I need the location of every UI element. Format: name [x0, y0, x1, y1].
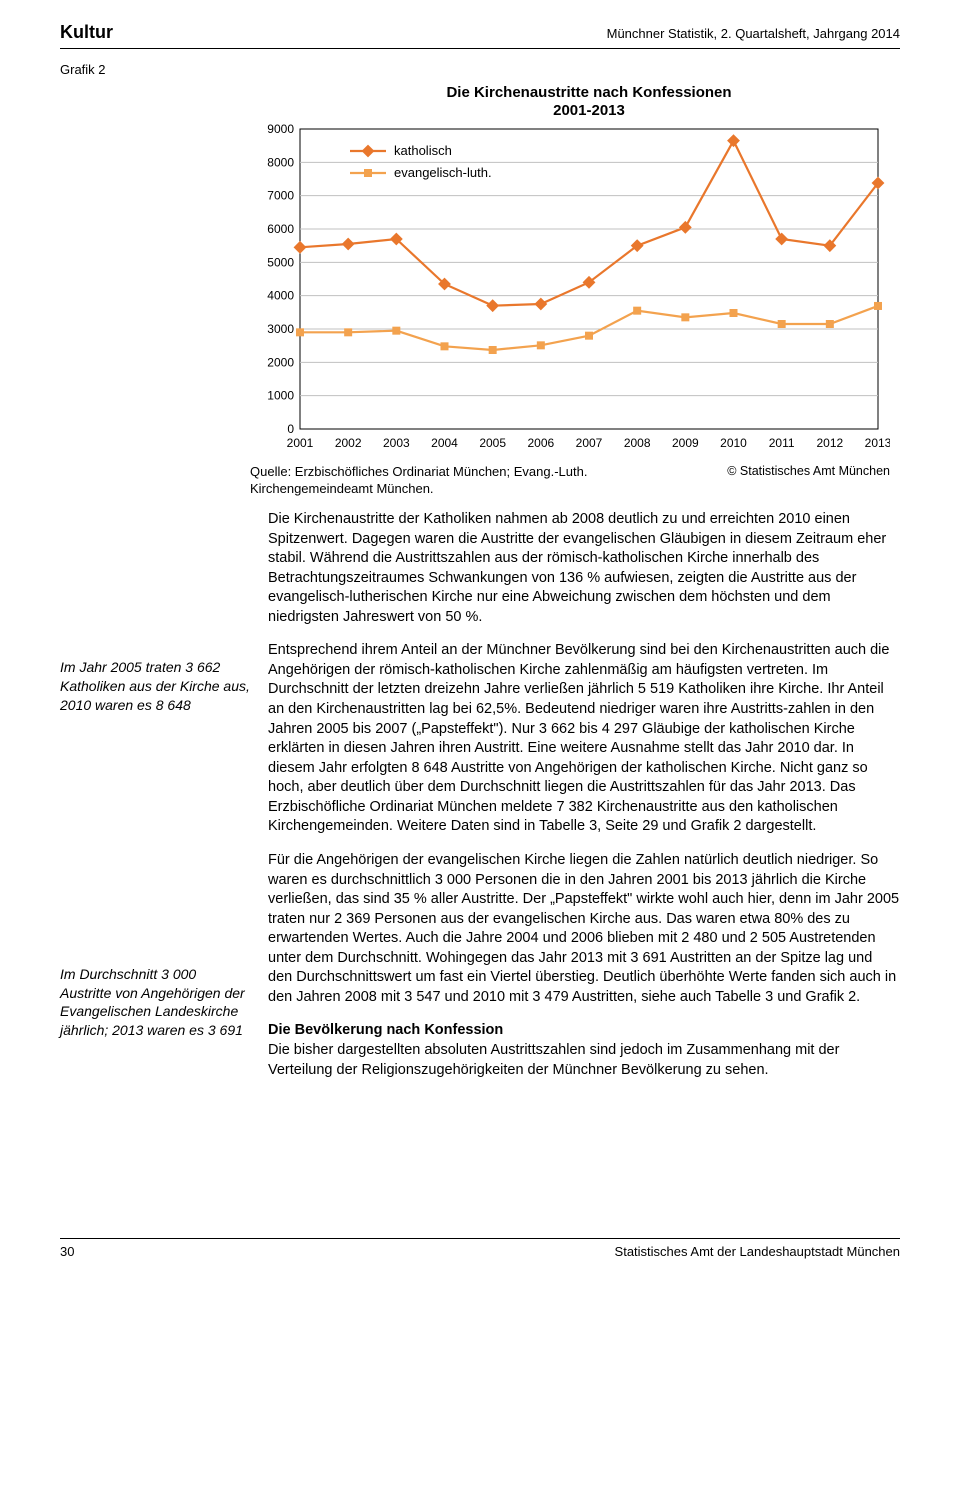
page-header: Kultur Münchner Statistik, 2. Quartalshe…: [60, 20, 900, 49]
subheading: Die Bevölkerung nach Konfession: [268, 1021, 900, 1041]
svg-text:8000: 8000: [267, 155, 294, 169]
paragraph-1: Die Kirchenaustritte der Katholiken nahm…: [268, 510, 900, 627]
svg-text:6000: 6000: [267, 222, 294, 236]
page-number: 30: [60, 1243, 74, 1261]
svg-text:2013: 2013: [865, 436, 890, 450]
svg-text:Die Kirchenaustritte nach Konf: Die Kirchenaustritte nach Konfessionen: [446, 84, 731, 101]
svg-text:katholisch: katholisch: [394, 143, 452, 158]
svg-text:7000: 7000: [267, 189, 294, 203]
svg-text:2002: 2002: [335, 436, 362, 450]
paragraph-3: Für die Angehörigen der evangelischen Ki…: [268, 851, 900, 1008]
grafik-label: Grafik 2: [60, 61, 900, 79]
svg-text:2005: 2005: [479, 436, 506, 450]
svg-text:9000: 9000: [267, 122, 294, 136]
section-title: Kultur: [60, 20, 113, 44]
svg-text:2011: 2011: [769, 436, 795, 450]
chart-source-left: Quelle: Erzbischöfliches Ordinariat Münc…: [250, 463, 670, 498]
publication-title: Münchner Statistik, 2. Quartalsheft, Jah…: [607, 25, 900, 43]
paragraph-4: Die bisher dargestellten absoluten Austr…: [268, 1041, 900, 1080]
svg-text:2001-2013: 2001-2013: [553, 102, 625, 119]
sidebar-note-1: Im Jahr 2005 traten 3 662 Katholiken aus…: [60, 658, 250, 715]
body-column: Die Kirchenaustritte der Katholiken nahm…: [268, 498, 900, 1220]
chart-source-right: © Statistisches Amt München: [727, 463, 890, 480]
chart-container: Die Kirchenaustritte nach Konfessionen20…: [250, 79, 900, 498]
svg-text:2003: 2003: [383, 436, 410, 450]
svg-text:5000: 5000: [267, 255, 294, 269]
svg-text:0: 0: [287, 422, 294, 436]
footer-org: Statistisches Amt der Landeshauptstadt M…: [615, 1243, 900, 1261]
chart-source: Quelle: Erzbischöfliches Ordinariat Münc…: [250, 463, 890, 498]
svg-text:3000: 3000: [267, 322, 294, 336]
sidebar: Im Jahr 2005 traten 3 662 Katholiken aus…: [60, 498, 250, 1220]
svg-text:2007: 2007: [576, 436, 603, 450]
svg-text:1000: 1000: [267, 389, 294, 403]
svg-text:2012: 2012: [816, 436, 843, 450]
svg-text:2000: 2000: [267, 355, 294, 369]
svg-text:4000: 4000: [267, 289, 294, 303]
svg-text:2006: 2006: [527, 436, 554, 450]
svg-text:evangelisch-luth.: evangelisch-luth.: [394, 165, 492, 180]
svg-text:2009: 2009: [672, 436, 699, 450]
page-footer: 30 Statistisches Amt der Landeshauptstad…: [60, 1238, 900, 1261]
svg-text:2010: 2010: [720, 436, 747, 450]
svg-text:2004: 2004: [431, 436, 458, 450]
chart-svg: Die Kirchenaustritte nach Konfessionen20…: [250, 79, 890, 459]
svg-text:2008: 2008: [624, 436, 651, 450]
sidebar-note-2: Im Durchschnitt 3 000 Austritte von Ange…: [60, 965, 250, 1041]
paragraph-2: Entsprechend ihrem Anteil an der Münchne…: [268, 641, 900, 837]
svg-text:2001: 2001: [287, 436, 314, 450]
